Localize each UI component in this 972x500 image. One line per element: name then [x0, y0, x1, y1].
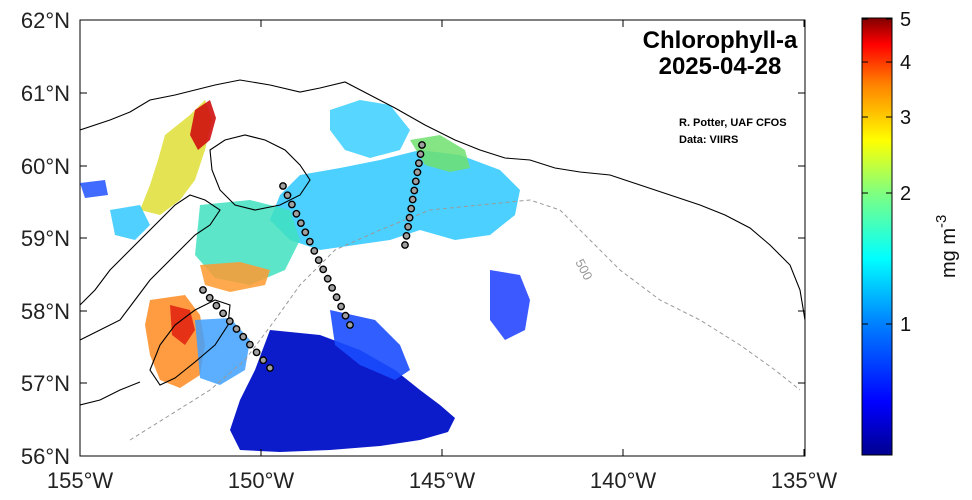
lat-tick-label: 57°N: [21, 371, 70, 396]
colorbar-tick-label: 3: [900, 107, 911, 129]
station-marker: [407, 204, 416, 213]
chl-patch-cyan-west-lake: [110, 205, 150, 240]
station-transects: [199, 141, 426, 372]
chl-patch-orange-shelikof: [200, 262, 270, 292]
colorbar-ticks: [862, 18, 892, 325]
station-marker: [314, 256, 323, 264]
chl-patch-blue-bay: [80, 180, 108, 198]
station-marker: [328, 283, 336, 292]
station-marker: [319, 265, 328, 274]
station-marker: [414, 159, 423, 168]
map-area: [79, 19, 806, 457]
map-title: Chlorophyll-a: [643, 27, 798, 54]
station-marker: [411, 177, 420, 186]
coastline-mainland: [80, 79, 805, 321]
station-marker: [341, 311, 350, 320]
station-marker: [402, 231, 411, 240]
station-marker: [225, 317, 234, 326]
station-marker: [413, 168, 422, 177]
coastline-kodiak-island: [149, 299, 231, 386]
credit-data-source: Data: VIIRS: [679, 134, 738, 146]
station-marker: [259, 356, 268, 365]
station-marker: [337, 302, 345, 311]
station-marker: [418, 141, 426, 149]
map-layers: 500: [80, 79, 805, 452]
lat-tick-label: 61°N: [21, 81, 70, 106]
lat-tick-label: 60°N: [21, 154, 70, 179]
station-marker: [266, 364, 274, 372]
chl-patch-cyan-pws: [330, 100, 410, 158]
station-marker: [287, 200, 296, 209]
chl-patch-blue-kodiak: [195, 318, 250, 385]
map-date: 2025-04-28: [659, 53, 782, 80]
station-marker: [239, 332, 248, 341]
axis-ticks: [79, 19, 805, 457]
svg-text:mg m-3: mg m-3: [933, 215, 960, 278]
lon-tick-label: 155°W: [47, 468, 114, 493]
colorbar-unit-exponent: -3: [933, 215, 950, 228]
station-marker: [301, 228, 310, 237]
station-marker: [310, 246, 319, 255]
station-marker: [296, 219, 305, 228]
station-marker: [292, 209, 301, 218]
station-marker: [416, 150, 425, 159]
station-marker: [199, 286, 207, 294]
lat-tick-label: 58°N: [21, 299, 70, 324]
station-marker: [245, 340, 254, 349]
station-marker: [283, 191, 292, 200]
lon-tick-label: 145°W: [409, 468, 476, 493]
station-marker: [232, 325, 241, 333]
chl-patch-red-cook-inlet: [190, 100, 216, 150]
colorbar-tick-label: 5: [900, 9, 911, 31]
lat-tick-label: 62°N: [21, 8, 70, 33]
station-marker: [332, 293, 341, 302]
station-marker: [346, 321, 354, 329]
colorbar-unit-main: mg m: [938, 228, 960, 278]
station-marker: [219, 309, 228, 318]
station-marker: [405, 213, 414, 222]
colorbar: [861, 17, 893, 456]
chl-patch-deep-blue-south: [230, 330, 455, 452]
station-marker: [279, 182, 287, 190]
colorbar-tick-label: 2: [900, 183, 911, 205]
coastline-lower-peninsula: [80, 381, 141, 406]
station-marker: [252, 348, 261, 357]
chl-patch-cyan-shelf: [270, 150, 520, 250]
credit-author: R. Potter, UAF CFOS: [679, 117, 787, 129]
isobath-500m: [129, 199, 801, 441]
coastline-kenai: [209, 134, 311, 211]
lon-tick-label: 135°W: [771, 468, 838, 493]
station-marker: [408, 195, 417, 204]
lat-tick-label: 56°N: [21, 444, 70, 469]
colorbar-unit-label: mg m-3: [933, 215, 960, 278]
colorbar-tick-label: 1: [900, 314, 911, 336]
lon-tick-label: 140°W: [590, 468, 657, 493]
lat-tick-label: 59°N: [21, 226, 70, 251]
station-marker: [401, 241, 409, 249]
colorbar-tick-label: 4: [900, 52, 911, 74]
chl-patch-blue-east: [490, 270, 530, 340]
lon-tick-label: 150°W: [228, 468, 295, 493]
station-marker: [323, 274, 332, 283]
station-marker: [404, 222, 412, 231]
station-marker: [410, 186, 419, 195]
coastline-alaska-peninsula: [80, 194, 221, 341]
station-marker: [212, 301, 221, 310]
station-marker: [305, 237, 314, 246]
station-marker: [205, 293, 214, 302]
